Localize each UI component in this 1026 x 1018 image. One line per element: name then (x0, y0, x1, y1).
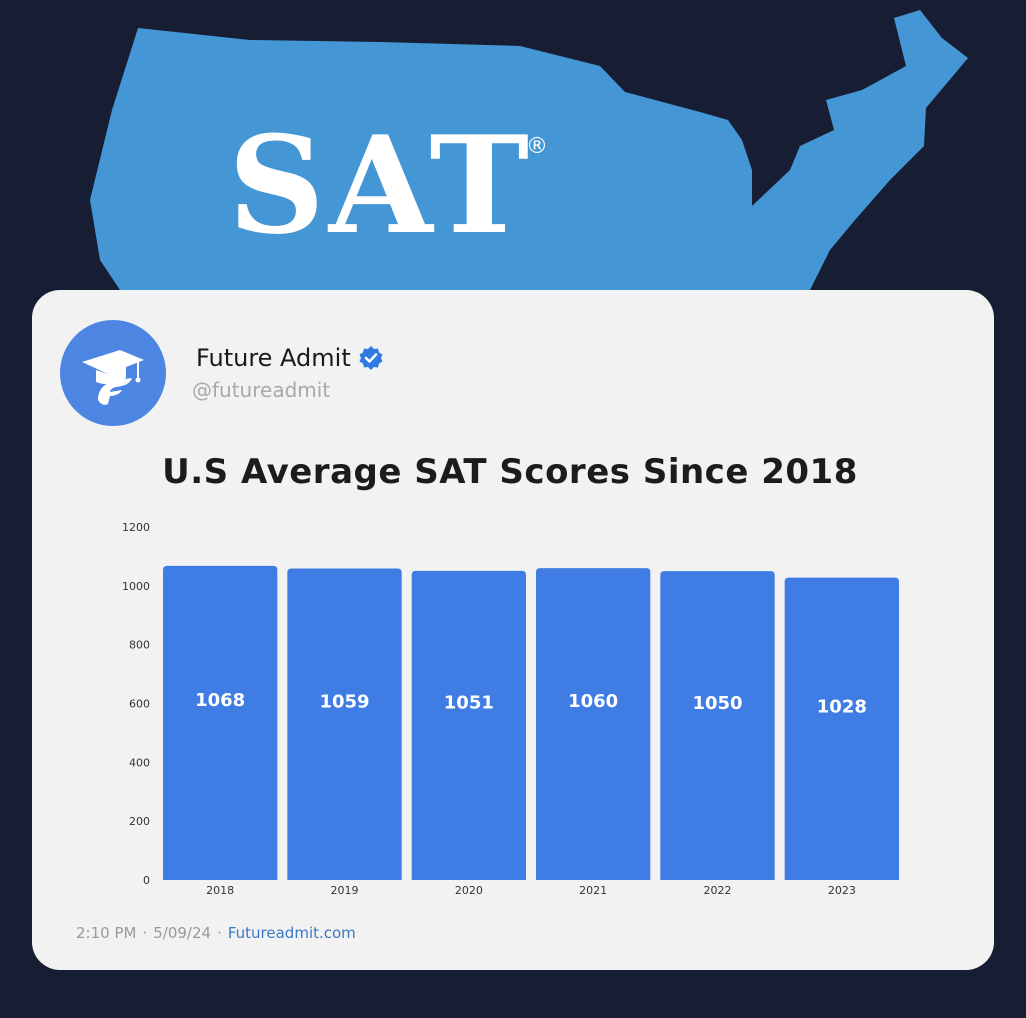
bar-data-label: 1059 (319, 691, 369, 712)
profile-handle[interactable]: @futureadmit (192, 378, 331, 402)
verified-badge-icon (359, 346, 383, 370)
x-tick-label: 2019 (331, 884, 359, 897)
x-tick-label: 2021 (579, 884, 607, 897)
profile-name-row: Future Admit (196, 344, 385, 372)
footer-link-separator: · (217, 924, 222, 942)
y-tick-label: 1000 (122, 580, 150, 593)
x-tick-label: 2023 (828, 884, 856, 897)
bar-2019[interactable] (287, 568, 402, 880)
x-tick-label: 2018 (206, 884, 234, 897)
bar-2022[interactable] (660, 571, 775, 880)
y-tick-label: 400 (129, 756, 150, 769)
bar-2020[interactable] (411, 570, 526, 880)
bar-data-label: 1028 (817, 697, 867, 718)
y-tick-label: 200 (129, 815, 150, 828)
y-tick-label: 800 (129, 639, 150, 652)
post-time: 2:10 PM (76, 924, 137, 942)
x-tick-label: 2022 (704, 884, 732, 897)
bar-2018[interactable] (163, 565, 278, 880)
bar-data-label: 1051 (444, 693, 494, 714)
profile-name[interactable]: Future Admit (196, 344, 351, 372)
bar-2023[interactable] (784, 577, 899, 880)
chart-title: U.S Average SAT Scores Since 2018 (162, 452, 858, 492)
registered-mark: ® (526, 134, 548, 159)
bar-chart: 0 200 400 600 800 1000 1200 1068 2018 1059 2019 105… (122, 521, 899, 897)
website-link[interactable]: Futureadmit.com (227, 924, 356, 942)
x-tick-label: 2020 (455, 884, 483, 897)
post-footer: 2:10 PM · 5/09/24 · Futureadmit.com (76, 924, 356, 942)
bar-2021[interactable] (536, 568, 651, 880)
bar-data-label: 1060 (568, 691, 618, 712)
sat-logo: SAT (228, 106, 534, 264)
bar-data-label: 1068 (195, 690, 245, 711)
post-card: Future Admit @futureadmit U.S Average SA… (32, 290, 994, 970)
y-tick-label: 600 (129, 698, 150, 711)
y-tick-label: 0 (143, 874, 150, 887)
post-date: 5/09/24 (153, 924, 212, 942)
footer-separator: · (142, 924, 148, 942)
y-tick-label: 1200 (122, 521, 150, 534)
graduation-cap-icon[interactable] (60, 320, 166, 426)
bar-data-label: 1050 (692, 693, 742, 714)
